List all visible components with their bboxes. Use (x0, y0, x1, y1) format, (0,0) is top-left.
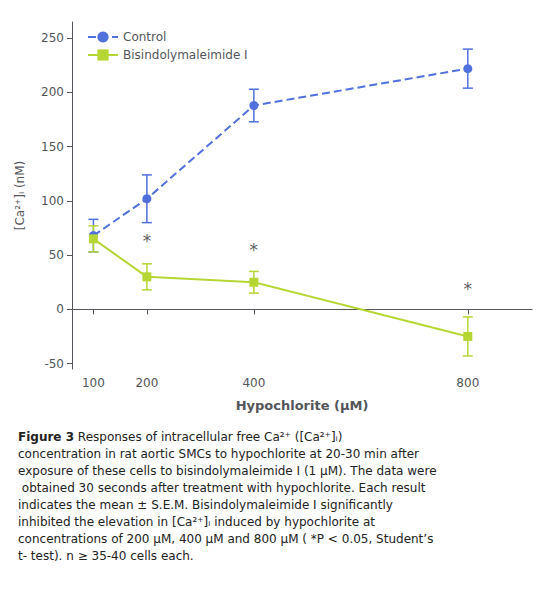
svg-text:100: 100 (41, 194, 64, 208)
svg-text:indicates the mean ± S.E.M. Bi: indicates the mean ± S.E.M. Bisindolymal… (18, 498, 397, 512)
svg-text:800: 800 (456, 376, 479, 390)
svg-text:*: * (143, 231, 152, 251)
svg-text:exposure of these cells to bis: exposure of these cells to bisindolymale… (18, 464, 437, 478)
svg-text:[Ca²⁺]ᵢ (nM): [Ca²⁺]ᵢ (nM) (13, 161, 27, 231)
svg-text:inhibited the elevation in [Ca: inhibited the elevation in [Ca²⁺]ᵢ induc… (18, 515, 379, 529)
svg-text:*: * (464, 279, 473, 299)
svg-text:0: 0 (56, 302, 64, 316)
svg-text:obtained 30 seconds after trea: obtained 30 seconds after treatment with… (18, 481, 429, 495)
svg-text:150: 150 (41, 140, 64, 154)
svg-text:200: 200 (135, 376, 158, 390)
svg-text:250: 250 (41, 31, 64, 45)
svg-text:-50: -50 (44, 357, 64, 371)
svg-text:concentration in rat aortic SM: concentration in rat aortic SMCs to hypo… (18, 447, 423, 461)
svg-text:Hypochlorite (μM): Hypochlorite (μM) (236, 398, 369, 413)
svg-text:t- test). n ≥ 35-40 cells each: t- test). n ≥ 35-40 cells each. (18, 549, 194, 563)
svg-text:Responses of intracellular fre: Responses of intracellular free Ca²⁺ ([C… (74, 430, 346, 444)
svg-text:Bisindolymaleimide I: Bisindolymaleimide I (123, 48, 248, 62)
svg-text:400: 400 (242, 376, 265, 390)
svg-text:Figure 3: Figure 3 (18, 430, 74, 444)
svg-text:*: * (250, 240, 259, 260)
svg-text:50: 50 (49, 248, 64, 262)
svg-text:concentrations of 200 μM, 400: concentrations of 200 μM, 400 μM and 800… (18, 532, 437, 546)
svg-text:Control: Control (123, 30, 166, 44)
svg-text:100: 100 (82, 376, 105, 390)
svg-text:200: 200 (41, 85, 64, 99)
